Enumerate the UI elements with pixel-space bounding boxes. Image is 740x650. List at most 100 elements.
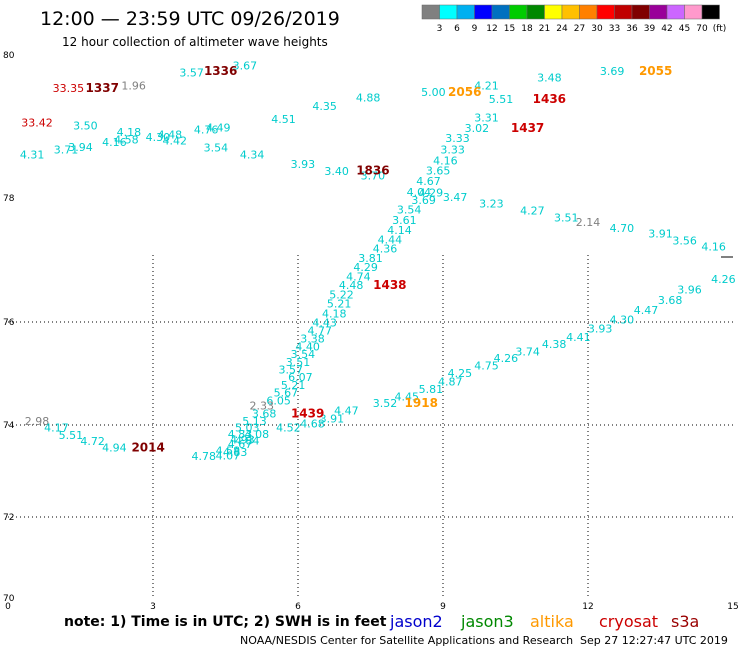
wave-height-point: 3.71	[54, 144, 79, 157]
wave-height-point: 3.68	[252, 407, 277, 420]
legend-swatch	[439, 4, 458, 20]
y-tick-label: 74	[3, 421, 15, 431]
legend-label: 24	[556, 24, 568, 34]
wave-height-point: 5.81	[419, 383, 444, 396]
wave-height-point: 3.69	[411, 194, 436, 207]
wave-height-point: 4.83	[228, 428, 253, 441]
wave-height-point: 4.04	[407, 186, 432, 199]
y-tick-label: 72	[3, 513, 14, 523]
wave-height-point: 4.18	[117, 126, 142, 139]
wave-height-point: 4.35	[312, 100, 337, 113]
wave-height-point: 5.21	[281, 379, 306, 392]
pass-time-label: 1438	[373, 278, 406, 292]
wave-height-point: 3.68	[658, 294, 683, 307]
y-tick-label: 70	[3, 594, 15, 604]
wave-height-point: 4.74	[346, 270, 371, 283]
legend-swatch	[701, 4, 720, 20]
wave-height-point: 4.26	[711, 273, 736, 286]
legend-label: 18	[521, 24, 533, 34]
legend-swatch	[421, 4, 440, 20]
wave-height-point: 3.91	[648, 228, 673, 241]
wave-height-point: 4.29	[353, 261, 378, 274]
pass-time-label: 2014	[131, 441, 164, 455]
wave-height-point: 4.94	[102, 442, 127, 455]
legend-label: 15	[504, 24, 515, 34]
wave-height-point: 3.70	[361, 169, 386, 182]
wave-height-point: 5.03	[235, 421, 260, 434]
legend-label: 36	[626, 24, 638, 34]
pass-time-label: 1336	[204, 64, 237, 78]
wave-height-point: 4.78	[192, 450, 217, 463]
wave-height-point: 3.31	[474, 111, 499, 124]
wave-height-point: 2.98	[25, 415, 50, 428]
pass-time-label: 2055	[639, 64, 672, 78]
grid	[8, 255, 733, 598]
legend-swatch	[684, 4, 703, 20]
wave-height-point: 5.51	[489, 93, 514, 106]
wave-height-point: 4.45	[395, 390, 420, 403]
wave-height-point: 4.30	[146, 131, 171, 144]
wave-height-point: 4.58	[114, 134, 139, 147]
wave-height-point: 3.23	[479, 197, 504, 210]
legend-swatch	[509, 4, 528, 20]
pass-time-label: 1836	[356, 163, 389, 177]
legend-label: 33	[609, 24, 620, 34]
wave-height-point: 4.58	[216, 444, 241, 457]
legend-label: 27	[574, 24, 585, 34]
y-tick-label: 76	[3, 318, 15, 328]
satellite-name: jason2	[389, 612, 443, 631]
wave-height-point: 3.96	[677, 283, 702, 296]
wave-height-point: 3.51	[286, 356, 311, 369]
pass-time-label: 2056	[448, 85, 481, 99]
wave-height-point: 4.48	[339, 279, 364, 292]
wave-height-point: 3.51	[554, 212, 579, 225]
wave-height-point: 6.07	[288, 371, 313, 384]
wave-height-point: 4.75	[474, 359, 499, 372]
wave-height-point: 3.02	[465, 122, 490, 135]
wave-height-point: 4.51	[271, 113, 296, 126]
legend-swatch	[474, 4, 493, 20]
x-tick-label: 15	[727, 602, 738, 612]
wave-height-point: 3.91	[320, 412, 345, 425]
x-tick-label: 6	[295, 602, 301, 612]
legend-swatch	[649, 4, 668, 20]
wave-height-point: 4.38	[542, 338, 567, 351]
wave-height-point: 4.18	[322, 308, 347, 321]
satellite-name: altika	[530, 612, 574, 631]
legend-swatch	[596, 4, 615, 20]
pass-time-label: 1439	[291, 406, 324, 420]
legend-swatch	[456, 4, 475, 20]
wave-height-point: 4.07	[216, 450, 241, 463]
wave-height-point: 4.67	[228, 438, 253, 451]
legend-label: (ft)	[713, 24, 727, 34]
legend-swatch	[544, 4, 563, 20]
legend-label: 39	[644, 24, 656, 34]
legend-swatch	[666, 4, 685, 20]
wave-height-point: 4.16	[433, 154, 458, 167]
legend-label: 21	[539, 24, 550, 34]
wave-height-point: 4.68	[300, 417, 325, 430]
legend-label: 9	[472, 24, 478, 34]
pass-labels: 1337 1336 2056 2055 1436 1437 1836 1438 1439 1918…	[86, 64, 673, 455]
legend-label: 45	[679, 24, 690, 34]
footer-timestamp: Sep 27 12:27:47 UTC 2019	[580, 634, 728, 647]
wave-height-point: 4.77	[308, 324, 333, 337]
wave-height-point: 1.96	[121, 79, 146, 92]
wave-height-point: 33.42	[21, 117, 53, 130]
footer-credit: NOAA/NESDIS Center for Satellite Applica…	[240, 634, 573, 647]
wave-height-point: 3.93	[291, 158, 316, 171]
x-tick-label: 0	[5, 602, 11, 612]
axes: 0 3 6 9 12 15 70 72 74 76 78 80	[3, 51, 739, 612]
wave-height-point: 5.21	[327, 298, 352, 311]
legend-label: 30	[591, 24, 603, 34]
footer-note: note: 1) Time is in UTC; 2) SWH is in fe…	[64, 614, 387, 630]
satellite-name: jason3	[460, 612, 514, 631]
wave-height-point: 4.40	[295, 340, 320, 353]
wave-height-point: 3.69	[600, 65, 625, 78]
pass-time-label: 1918	[405, 396, 438, 410]
wave-height-point: 3.56	[672, 235, 697, 248]
wave-height-point: 3.67	[233, 59, 258, 72]
x-tick-label: 9	[440, 602, 446, 612]
wave-height-point: 4.21	[474, 79, 499, 92]
wave-height-point: 3.33	[445, 132, 470, 145]
